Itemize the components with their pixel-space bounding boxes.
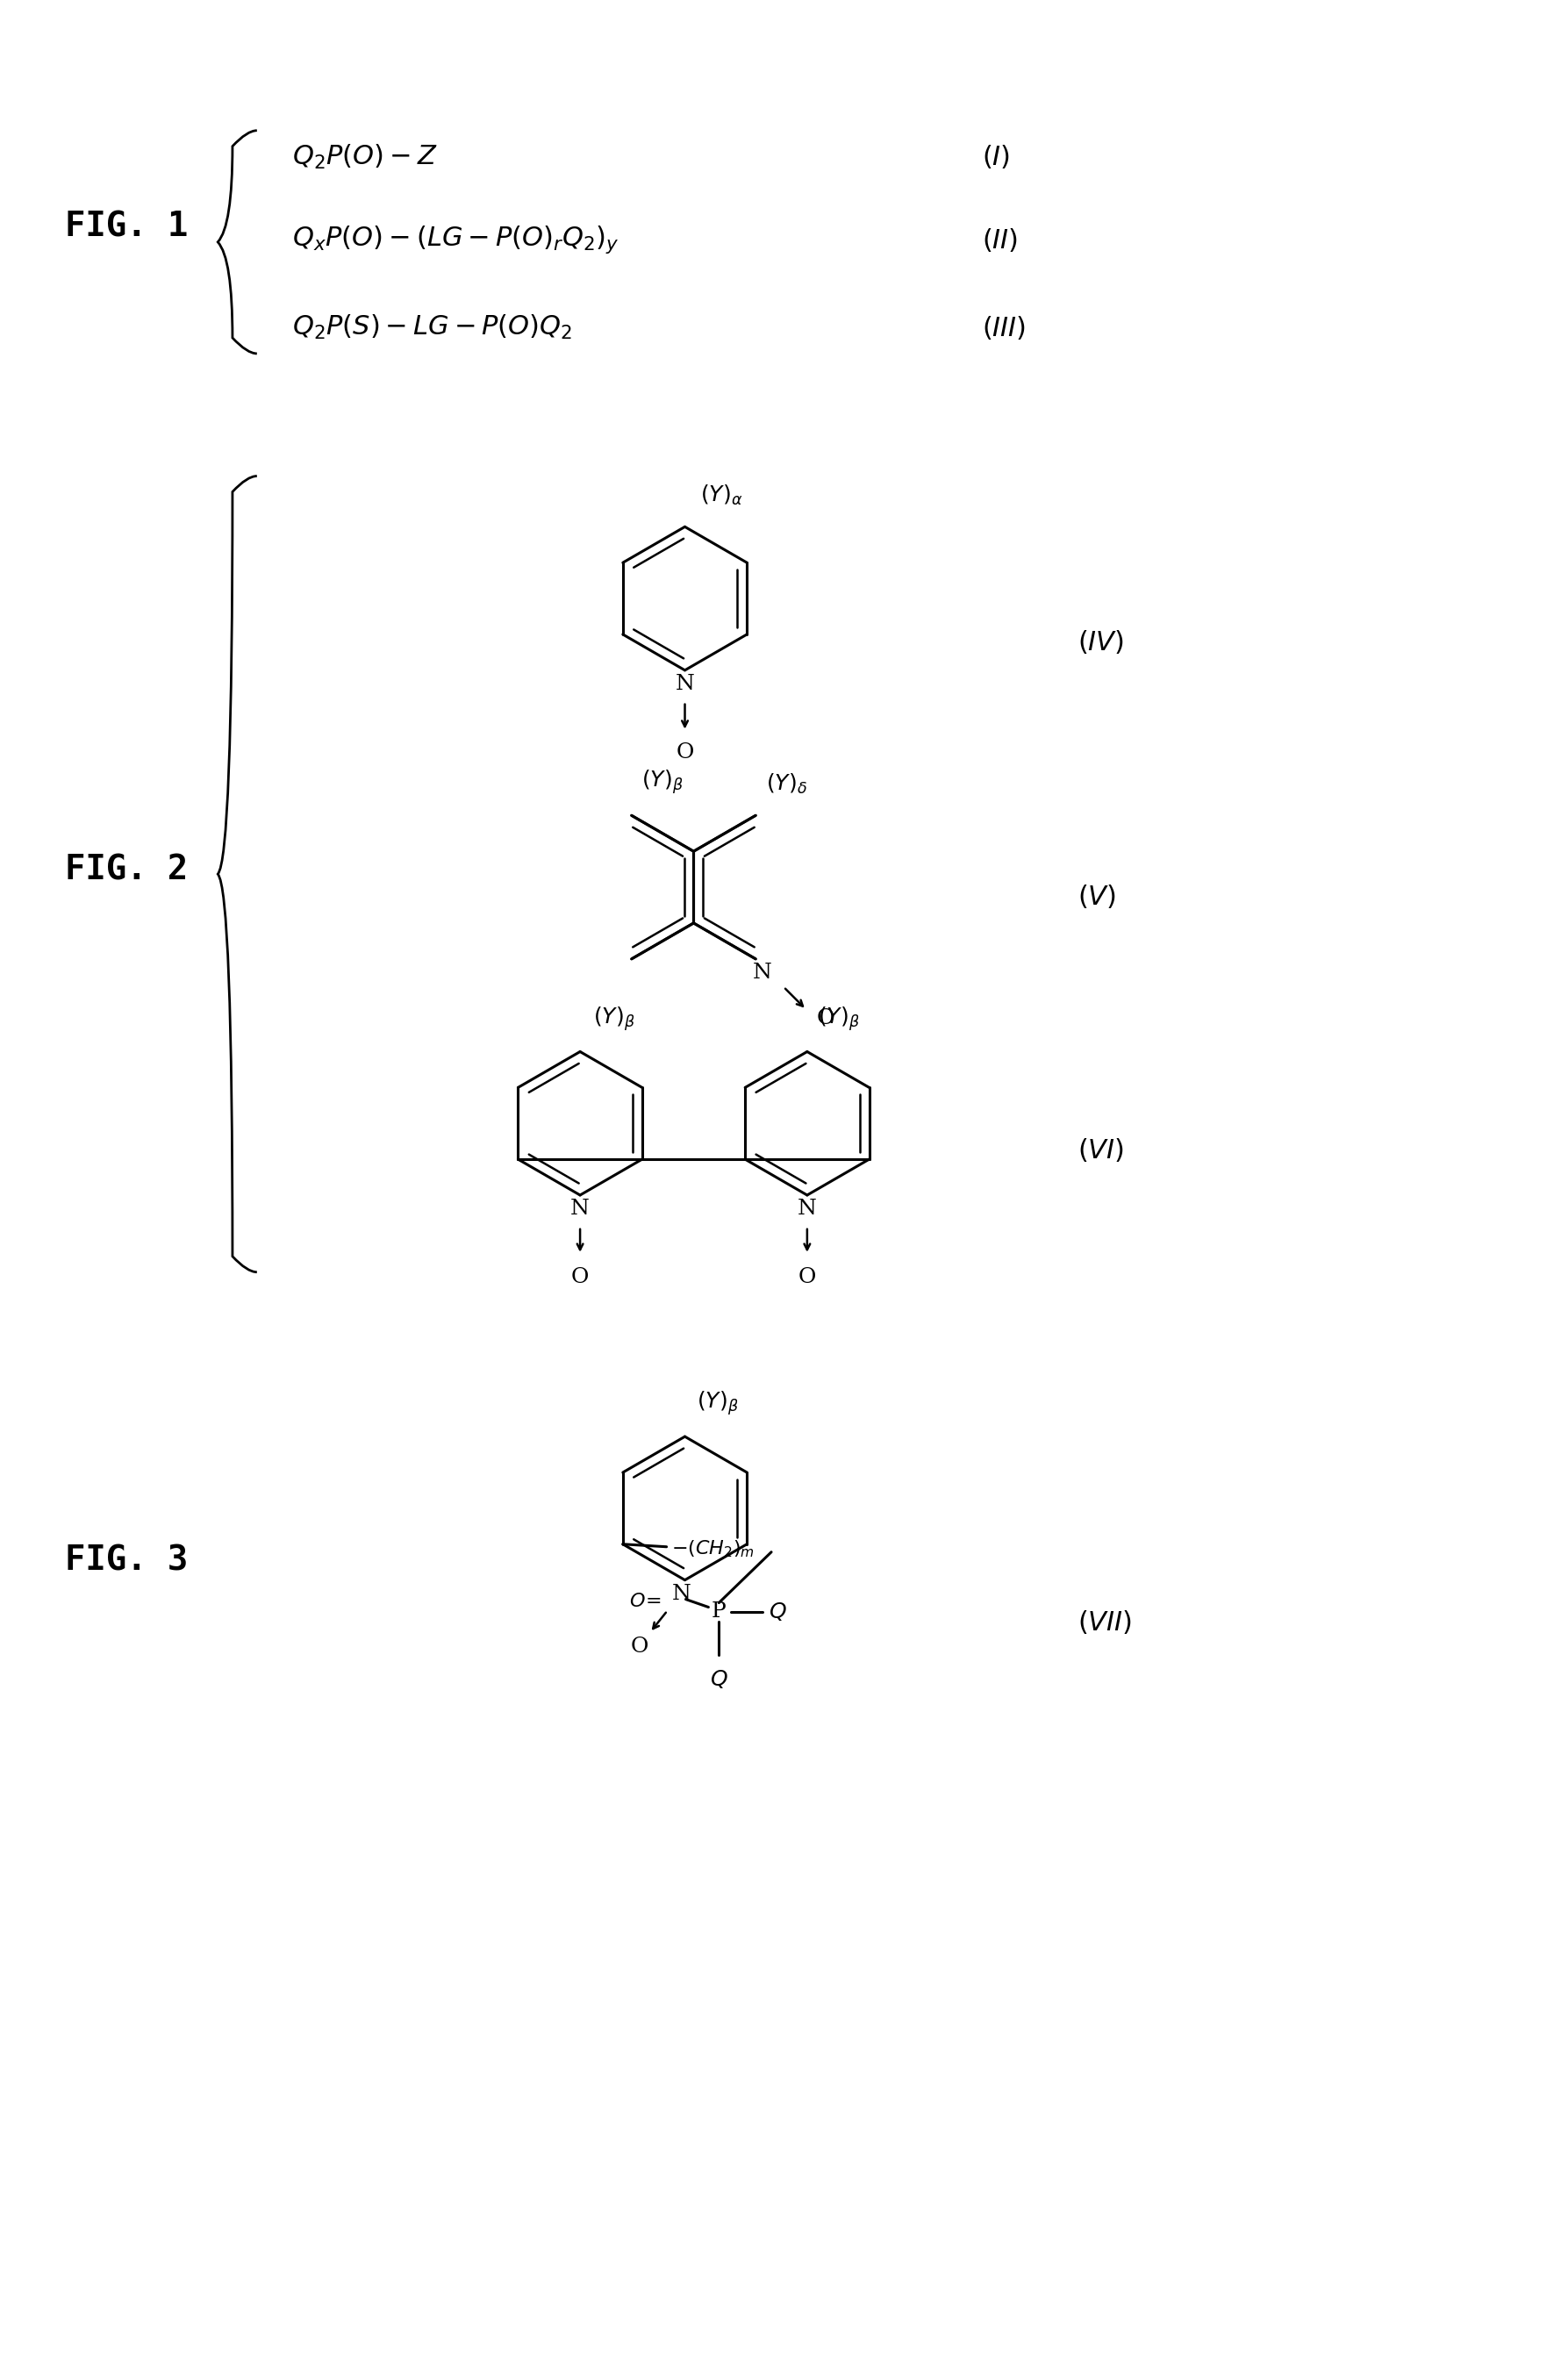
Text: $(III)$: $(III)$ — [982, 314, 1025, 340]
Text: $(Y)_\beta$: $(Y)_\beta$ — [641, 768, 684, 797]
Text: $(Y)_\alpha$: $(Y)_\alpha$ — [701, 483, 743, 507]
Text: N: N — [671, 1584, 691, 1603]
Text: O: O — [817, 1008, 834, 1030]
Text: FIG. 1: FIG. 1 — [64, 209, 188, 243]
Text: $Q_2P(O)-Z$: $Q_2P(O)-Z$ — [292, 143, 437, 171]
Text: N: N — [571, 1199, 590, 1220]
Text: $Q_2P(S)-LG-P(O)Q_2$: $Q_2P(S)-LG-P(O)Q_2$ — [292, 314, 572, 342]
Text: N: N — [753, 963, 771, 982]
Text: $Q$: $Q$ — [768, 1600, 787, 1622]
Text: O: O — [676, 742, 693, 763]
Text: $(II)$: $(II)$ — [982, 226, 1018, 254]
Text: O: O — [798, 1267, 815, 1286]
Text: P: P — [712, 1600, 726, 1622]
Text: $(VII)$: $(VII)$ — [1077, 1608, 1132, 1636]
Text: $(Y)_\beta$: $(Y)_\beta$ — [593, 1004, 635, 1032]
Text: O: O — [630, 1636, 649, 1657]
Text: N: N — [798, 1199, 817, 1220]
Text: $O\!=\!$: $O\!=\!$ — [629, 1591, 662, 1610]
Text: $(V)$: $(V)$ — [1077, 882, 1116, 908]
Text: FIG. 3: FIG. 3 — [64, 1543, 188, 1577]
Text: $Q$: $Q$ — [710, 1669, 728, 1691]
Text: $-(CH_2)_m$: $-(CH_2)_m$ — [671, 1539, 754, 1560]
Text: $(Y)_\delta$: $(Y)_\delta$ — [767, 773, 808, 797]
Text: $(IV)$: $(IV)$ — [1077, 628, 1124, 656]
Text: $(Y)_\beta$: $(Y)_\beta$ — [698, 1389, 739, 1417]
Text: FIG. 2: FIG. 2 — [64, 854, 188, 887]
Text: $(I)$: $(I)$ — [982, 143, 1010, 171]
Text: $Q_xP(O)-(LG-P(O)_rQ_2)_y$: $Q_xP(O)-(LG-P(O)_rQ_2)_y$ — [292, 224, 619, 254]
Text: O: O — [571, 1267, 590, 1286]
Text: $(Y)_\beta$: $(Y)_\beta$ — [817, 1004, 859, 1032]
Text: $(VI)$: $(VI)$ — [1077, 1137, 1124, 1163]
Text: N: N — [676, 673, 695, 694]
